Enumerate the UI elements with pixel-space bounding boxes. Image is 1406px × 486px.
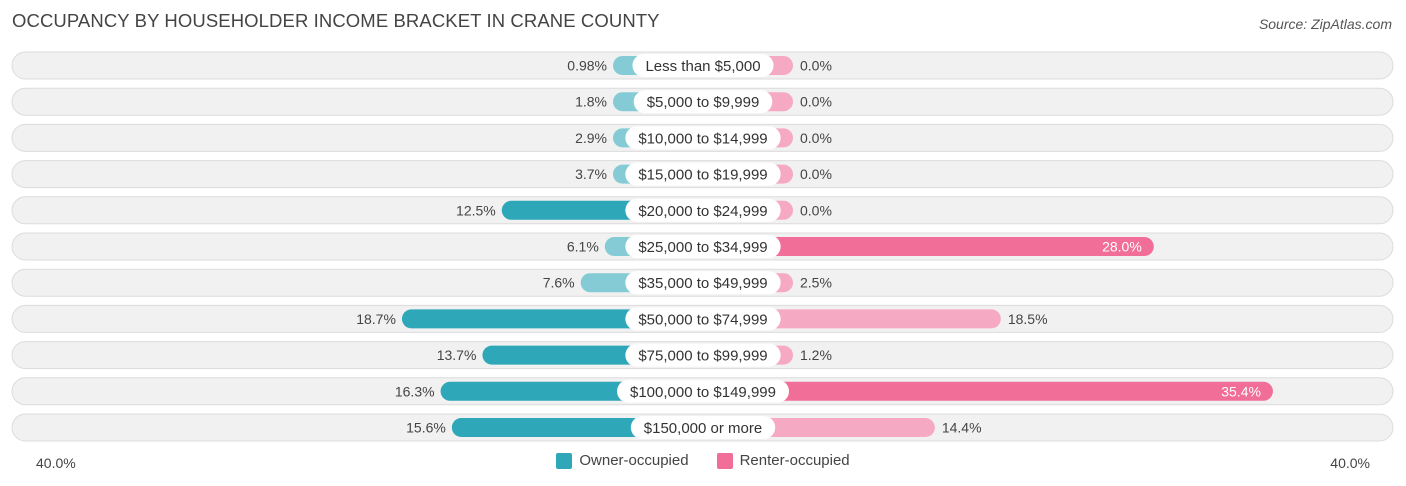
renter-value-label: 1.2% <box>800 347 832 363</box>
row-0: 0.98% 0.0% Less than $5,000 <box>11 51 1394 80</box>
category-pill <box>625 307 781 331</box>
row-7: 18.7% 18.5% $50,000 to $74,999 <box>11 304 1394 333</box>
renter-value-label: 18.5% <box>1008 311 1048 327</box>
category-label: $50,000 to $74,999 <box>638 311 767 328</box>
category-label: $10,000 to $14,999 <box>638 130 767 147</box>
renter-value-label: 0.0% <box>800 94 832 110</box>
legend-item-owner[interactable]: Owner-occupied <box>556 452 689 469</box>
category-pill <box>625 126 781 150</box>
category-pill <box>625 343 781 367</box>
category-label: $150,000 or more <box>644 420 762 437</box>
owner-swatch <box>556 452 573 469</box>
row-2: 2.9% 0.0% $10,000 to $14,999 <box>11 123 1394 152</box>
category-pill <box>633 90 773 114</box>
renter-bar <box>703 237 1154 256</box>
renter-bar <box>703 381 1273 401</box>
owner-value-label: 15.6% <box>406 420 446 436</box>
category-pill <box>617 379 789 403</box>
row-6: 7.6% 2.5% $35,000 to $49,999 <box>11 268 1394 297</box>
category-pill <box>625 198 781 222</box>
renter-value-label: 0.0% <box>800 58 832 74</box>
legend-item-renter[interactable]: Renter-occupied <box>716 452 850 469</box>
legend: Owner-occupied Renter-occupied <box>0 452 1406 469</box>
owner-value-label: 12.5% <box>456 202 496 218</box>
category-label: $25,000 to $34,999 <box>638 239 767 256</box>
category-pill <box>625 271 781 295</box>
row-5: 6.1% 28.0% $25,000 to $34,999 <box>11 232 1394 261</box>
owner-value-label: 3.7% <box>575 166 607 182</box>
category-label: $35,000 to $49,999 <box>638 275 767 292</box>
renter-value-label: 28.0% <box>1102 239 1142 255</box>
owner-value-label: 18.7% <box>356 311 396 327</box>
axis-right-label: 40.0% <box>1330 455 1370 471</box>
row-9: 16.3% 35.4% $100,000 to $149,999 <box>11 377 1394 406</box>
renter-value-label: 2.5% <box>800 275 832 291</box>
category-label: $75,000 to $99,999 <box>638 348 767 365</box>
category-label: $5,000 to $9,999 <box>647 94 760 111</box>
row-4: 12.5% 0.0% $20,000 to $24,999 <box>11 196 1394 225</box>
axis-left-label: 40.0% <box>36 455 76 471</box>
row-8: 13.7% 1.2% $75,000 to $99,999 <box>11 341 1394 370</box>
row-1: 1.8% 0.0% $5,000 to $9,999 <box>11 87 1394 116</box>
renter-swatch <box>716 452 733 469</box>
category-label: $20,000 to $24,999 <box>638 203 767 220</box>
renter-value-label: 0.0% <box>800 130 832 146</box>
category-pill <box>625 162 781 186</box>
renter-value-label: 14.4% <box>942 420 982 436</box>
category-pill <box>625 235 781 258</box>
category-label: $15,000 to $19,999 <box>638 167 767 184</box>
category-label: $100,000 to $149,999 <box>630 384 776 401</box>
renter-value-label: 0.0% <box>800 166 832 182</box>
renter-value-label: 35.4% <box>1221 383 1261 399</box>
legend-owner-label: Owner-occupied <box>579 452 689 469</box>
category-label: Less than $5,000 <box>645 58 760 75</box>
owner-value-label: 1.8% <box>575 94 607 110</box>
owner-value-label: 16.3% <box>395 383 435 399</box>
row-3: 3.7% 0.0% $15,000 to $19,999 <box>11 160 1394 189</box>
owner-value-label: 2.9% <box>575 130 607 146</box>
chart-title: OCCUPANCY BY HOUSEHOLDER INCOME BRACKET … <box>12 10 660 31</box>
category-pill <box>630 416 776 439</box>
legend-renter-label: Renter-occupied <box>739 452 850 469</box>
owner-value-label: 0.98% <box>567 58 607 74</box>
renter-value-label: 0.0% <box>800 202 832 218</box>
category-pill <box>632 54 774 77</box>
source-note: Source: ZipAtlas.com <box>1258 16 1392 32</box>
row-10: 15.6% 14.4% $150,000 or more <box>11 413 1394 442</box>
owner-value-label: 13.7% <box>437 347 477 363</box>
owner-value-label: 6.1% <box>567 239 599 255</box>
owner-value-label: 7.6% <box>543 275 575 291</box>
